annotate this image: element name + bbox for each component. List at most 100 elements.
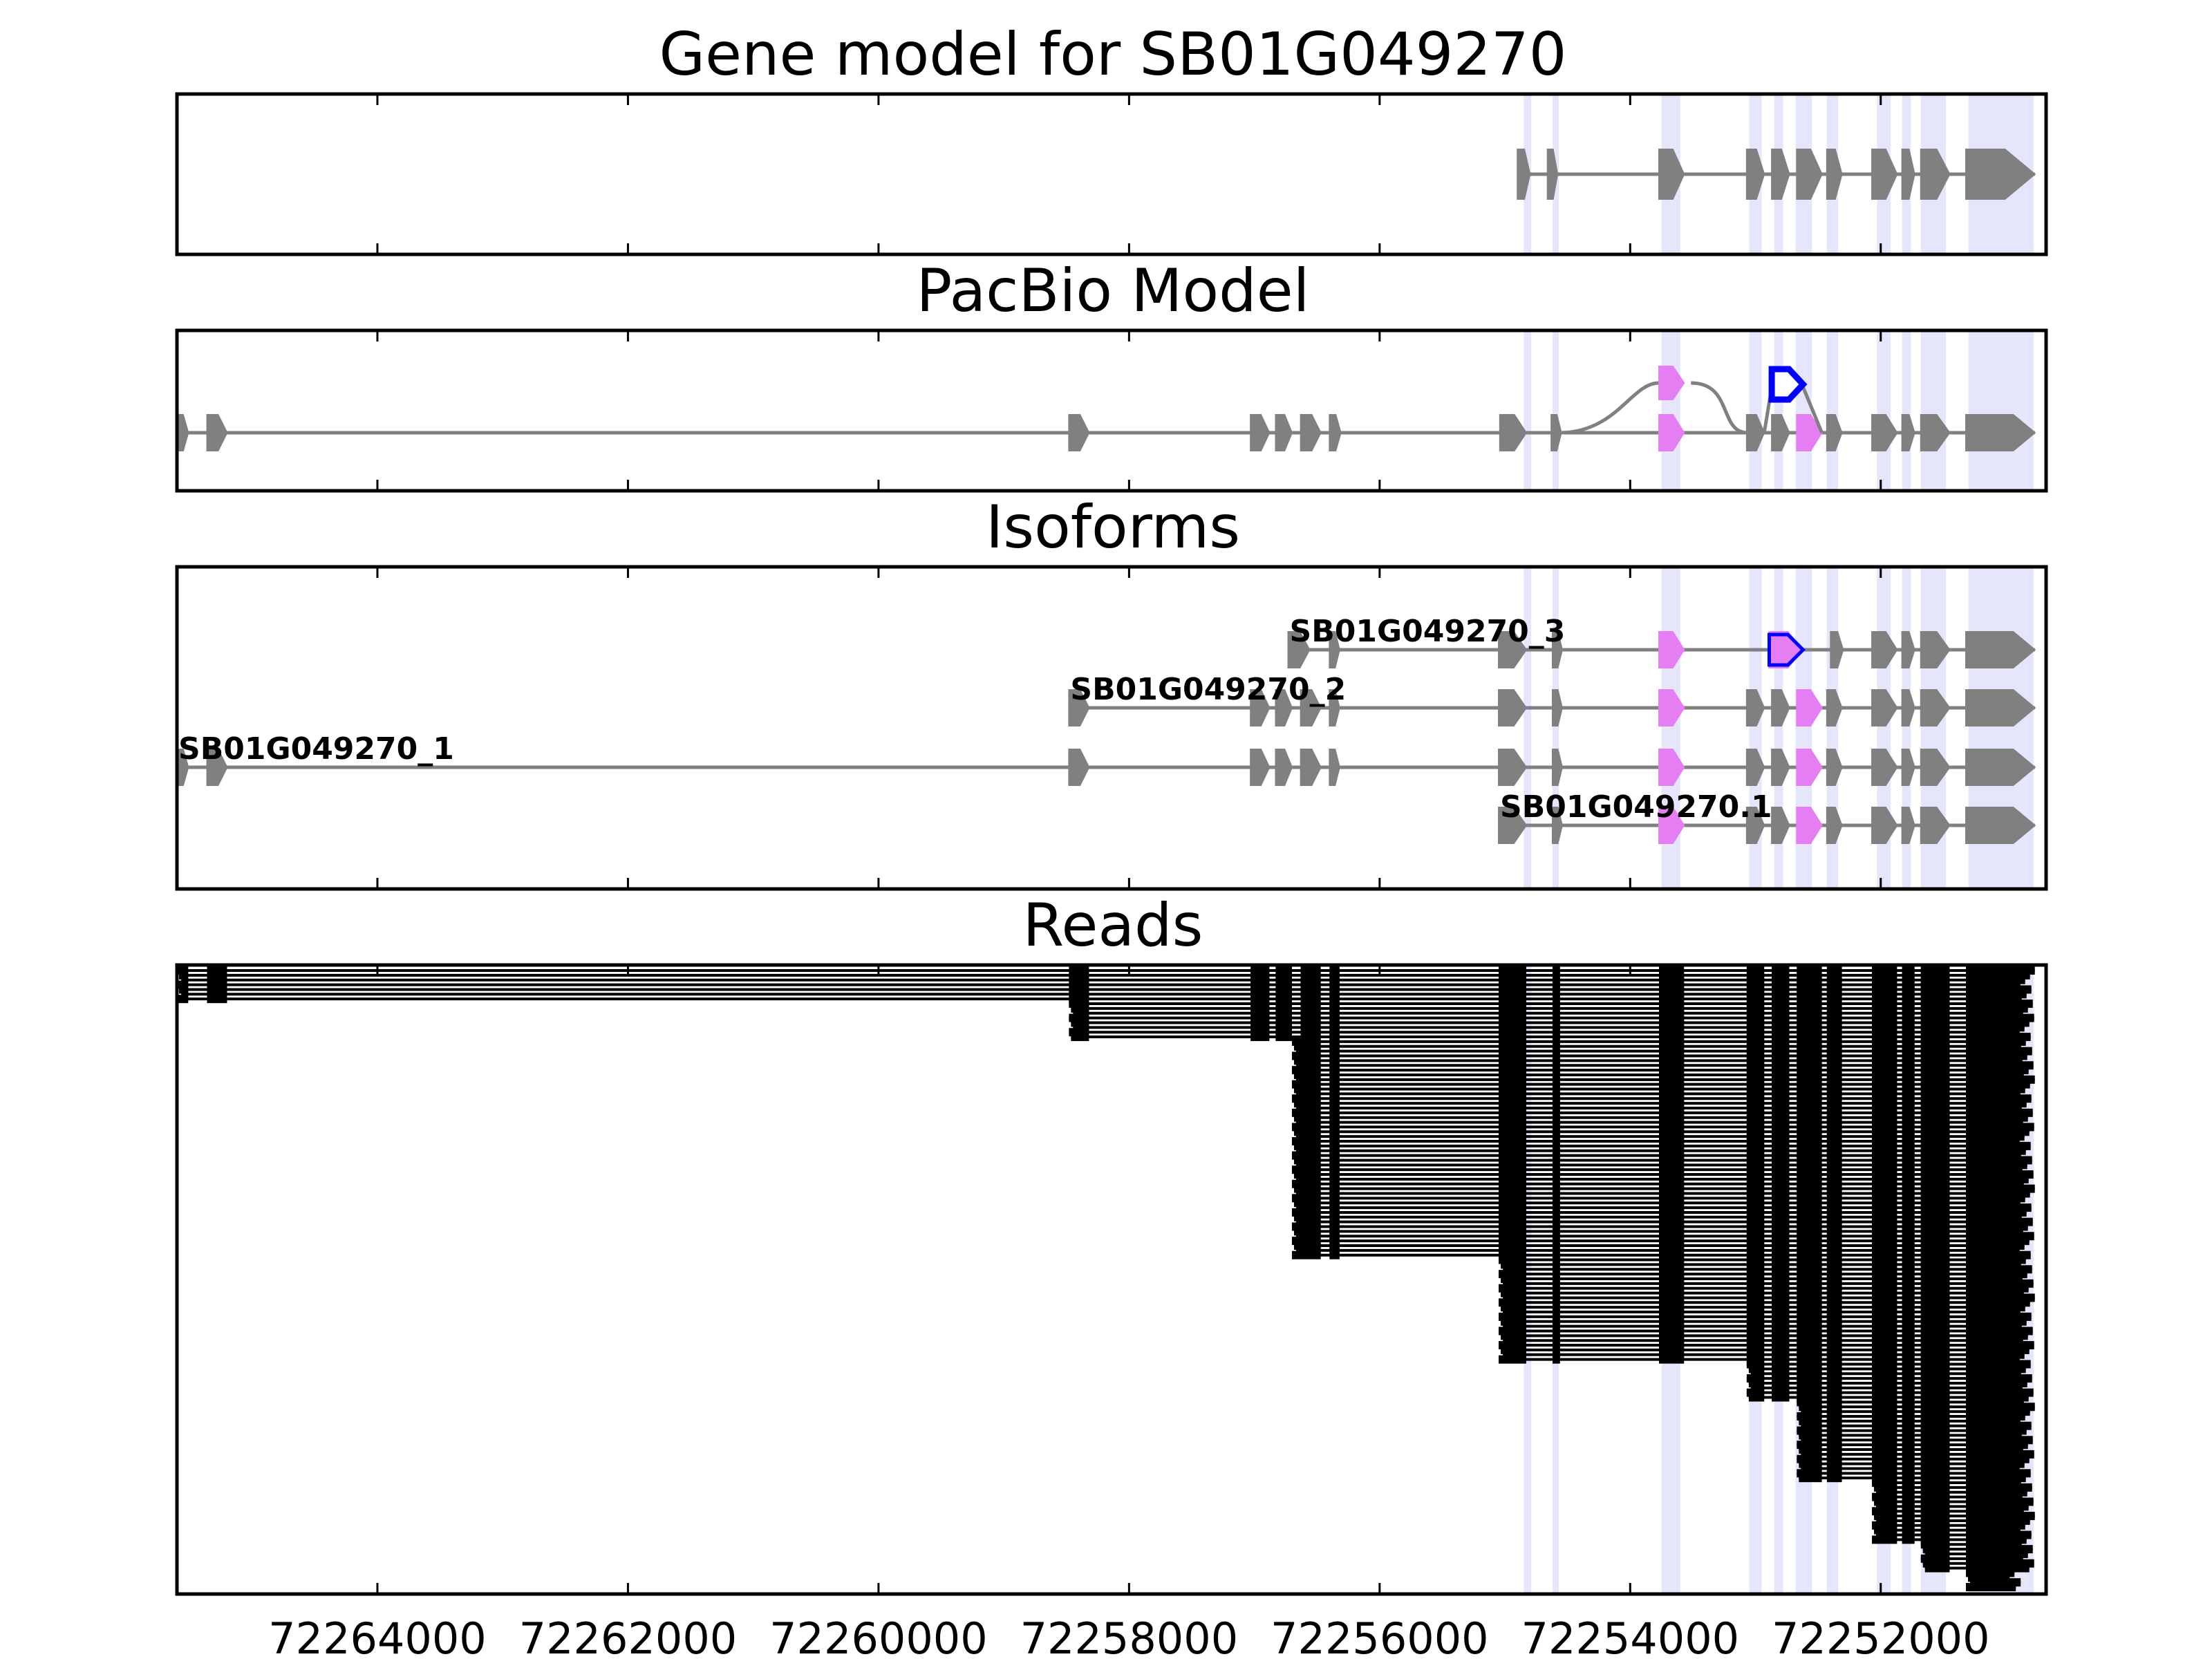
read-block [1552, 1000, 1560, 1009]
x-tick-label: 72262000 [519, 1613, 738, 1659]
read-block [1552, 1042, 1560, 1051]
read-block [1552, 1047, 1560, 1056]
exon [1901, 414, 1915, 451]
panel-frame [175, 328, 2048, 493]
read-block [181, 975, 189, 984]
read-block [1552, 1099, 1560, 1108]
read-block [1552, 1103, 1560, 1112]
read-block [1552, 1070, 1560, 1079]
exon [1300, 414, 1322, 451]
read-block [1552, 1241, 1560, 1250]
read-block [1552, 1151, 1560, 1160]
read-block [1552, 1279, 1560, 1288]
highlight-band [1661, 330, 1680, 491]
read-block [1552, 1033, 1560, 1042]
exon [1771, 749, 1790, 786]
read-block [1552, 966, 1560, 975]
isoform-track [1498, 807, 2036, 844]
read-block [1552, 1009, 1560, 1018]
tracks-layer: SB01G049270_3 SB01G049270_2 SB01G049270_1 S… [176, 149, 2036, 1591]
exon [1871, 749, 1898, 786]
panel-title-gene-model: Gene model for SB01G049270 [659, 20, 1567, 89]
read-block [1552, 1165, 1560, 1174]
read-block [1329, 1250, 1340, 1259]
read-block [1275, 1033, 1292, 1042]
exon [1826, 689, 1843, 727]
read [1503, 1293, 2035, 1302]
highlight-band [1968, 330, 2034, 491]
read-block [1552, 1331, 1560, 1340]
exon [1275, 689, 1293, 727]
read-block [1902, 1535, 1915, 1544]
panel-title-pacbio-model: PacBio Model [916, 256, 1309, 326]
isoform-label: SB01G049270.1 [1500, 789, 1772, 825]
read-block [1552, 1303, 1560, 1312]
read [1499, 1298, 2030, 1307]
x-tick-label: 72260000 [769, 1613, 988, 1659]
read-block [1552, 1156, 1560, 1165]
read-block [1552, 1203, 1560, 1212]
read-block [1552, 1075, 1560, 1084]
exon [206, 749, 228, 786]
read-block [1552, 1336, 1560, 1345]
exon [1901, 149, 1915, 200]
exon [1546, 149, 1559, 200]
read-block [1552, 1089, 1560, 1098]
read [1501, 1345, 2030, 1354]
read [177, 980, 2021, 989]
read-block [1552, 1189, 1560, 1198]
exon [1499, 414, 1528, 451]
alt-exon [1658, 689, 1685, 727]
panel-title-isoforms: Isoforms [986, 493, 1240, 562]
isoform-track [176, 749, 2036, 786]
read-block [1552, 1023, 1560, 1032]
highlight-band [1774, 330, 1783, 491]
read-block [1552, 1146, 1560, 1155]
retained-intron-exon [1768, 366, 1808, 403]
read-block [1552, 1199, 1560, 1208]
exon [1551, 689, 1563, 727]
read-block [207, 995, 227, 1004]
read-block [1826, 1474, 1842, 1483]
read [1499, 1312, 2032, 1321]
read-block [1250, 1033, 1270, 1042]
read-block [1552, 1312, 1560, 1321]
highlight-band [1877, 330, 1891, 491]
exon [1745, 689, 1765, 727]
highlight-band [1902, 330, 1911, 491]
highlight-band [1524, 330, 1532, 491]
read-block [1552, 1341, 1560, 1350]
skipping-arc [1561, 381, 1747, 435]
read-block [1552, 1222, 1560, 1231]
isoform-track [1068, 689, 2036, 727]
exon [1920, 149, 1951, 200]
read-block [1552, 1265, 1560, 1274]
exon [1965, 149, 2036, 200]
exon [1275, 414, 1293, 451]
read [1499, 1341, 2034, 1350]
exon [1771, 689, 1790, 727]
exon [1965, 414, 2036, 451]
x-axis: 72264000 72262000 72260000 72258000 72256000… [268, 94, 1990, 1659]
read-block [1552, 1232, 1560, 1241]
read-block [1658, 1355, 1685, 1364]
x-tick-label: 72264000 [268, 1613, 487, 1659]
exon [1871, 631, 1898, 668]
highlight-band [1795, 330, 1812, 491]
gene-model-track [1517, 149, 2036, 200]
read-block [1799, 1474, 1822, 1483]
read-block [1552, 1212, 1560, 1221]
read-block [1552, 1246, 1560, 1255]
read-block [1772, 1393, 1790, 1402]
panel-frame [175, 963, 2048, 1596]
exon [1550, 414, 1562, 451]
exon [1329, 689, 1340, 727]
exon [1068, 689, 1090, 727]
x-tick-label: 72252000 [1772, 1613, 1990, 1659]
highlight-band [1826, 330, 1839, 491]
exon [1745, 149, 1765, 200]
read-block [1552, 1085, 1560, 1094]
read-block [1552, 1066, 1560, 1075]
read [1503, 1279, 2034, 1288]
